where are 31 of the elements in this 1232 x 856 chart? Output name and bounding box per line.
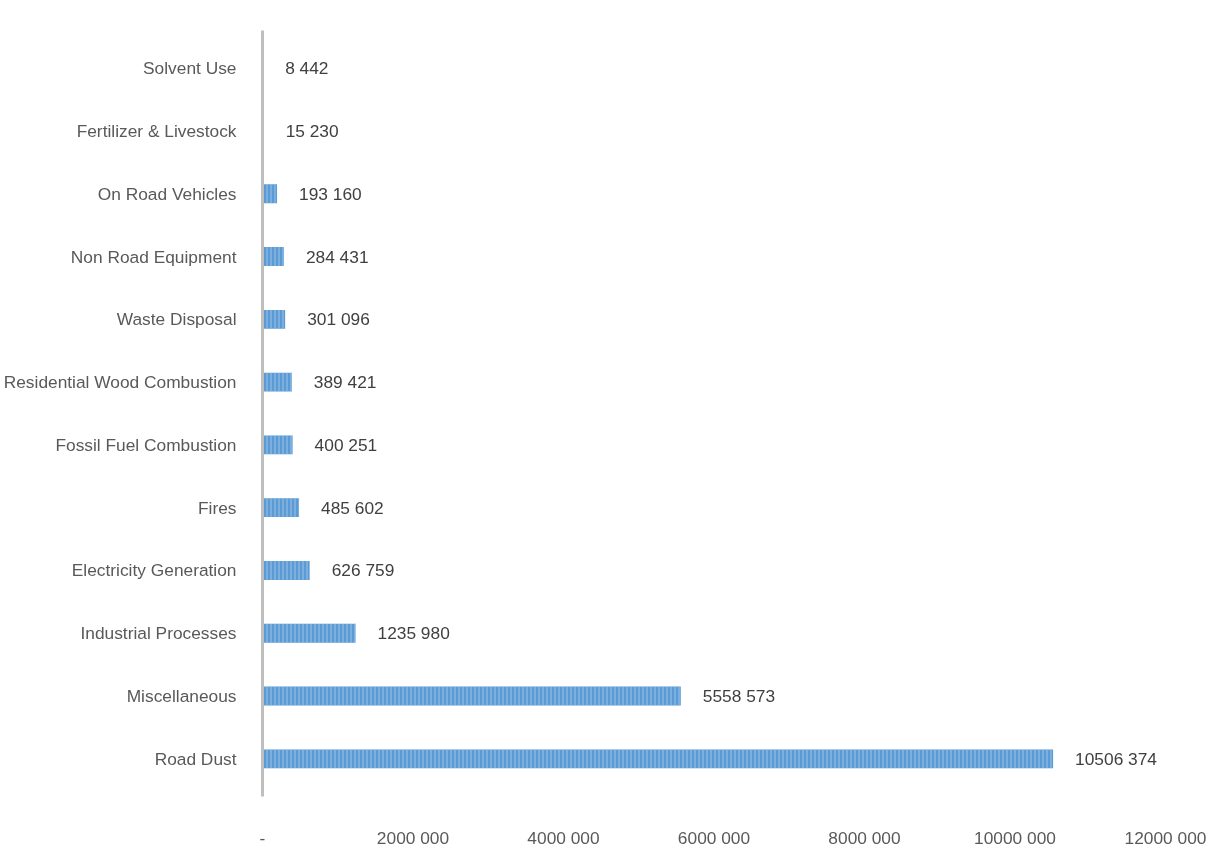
data-label: 15 230 bbox=[285, 120, 339, 141]
y-tick-label: On Road Vehicles bbox=[97, 183, 237, 204]
y-tick-label: Non Road Equipment bbox=[70, 246, 237, 267]
y-tick-label: Electricity Generation bbox=[71, 560, 237, 581]
x-tick-label: 8000 000 bbox=[828, 827, 901, 848]
x-tick-label: - bbox=[259, 827, 266, 848]
y-tick-label: Fires bbox=[197, 497, 237, 518]
x-tick-label: 6000 000 bbox=[677, 827, 751, 848]
x-tick-label: 12000 000 bbox=[1124, 827, 1207, 848]
data-label: 626 759 bbox=[331, 560, 395, 581]
data-label: 10506 374 bbox=[1075, 748, 1158, 769]
data-label: 8 442 bbox=[285, 58, 329, 79]
data-label: 485 602 bbox=[321, 497, 384, 518]
y-tick-label: Road Dust bbox=[154, 748, 237, 769]
y-tick-label: Industrial Processes bbox=[80, 623, 237, 644]
x-tick-label: 10000 000 bbox=[974, 827, 1056, 848]
y-tick-label: Miscellaneous bbox=[126, 686, 237, 707]
y-tick-label: Residential Wood Combustion bbox=[3, 372, 237, 393]
y-tick-label: Waste Disposal bbox=[116, 309, 237, 330]
x-tick-label: 2000 000 bbox=[376, 827, 450, 848]
data-label: 400 251 bbox=[314, 434, 378, 455]
data-label: 193 160 bbox=[299, 183, 362, 204]
y-tick-label: Fertilizer & Livestock bbox=[76, 120, 237, 141]
y-tick-label: Fossil Fuel Combustion bbox=[55, 434, 237, 455]
data-label: 389 421 bbox=[313, 372, 377, 393]
data-label: 1235 980 bbox=[377, 623, 450, 644]
y-tick-label: Solvent Use bbox=[143, 58, 237, 79]
x-tick-label: 4000 000 bbox=[527, 827, 600, 848]
data-label: 301 096 bbox=[307, 309, 370, 330]
data-label: 5558 573 bbox=[702, 686, 776, 707]
data-label: 284 431 bbox=[305, 246, 369, 267]
